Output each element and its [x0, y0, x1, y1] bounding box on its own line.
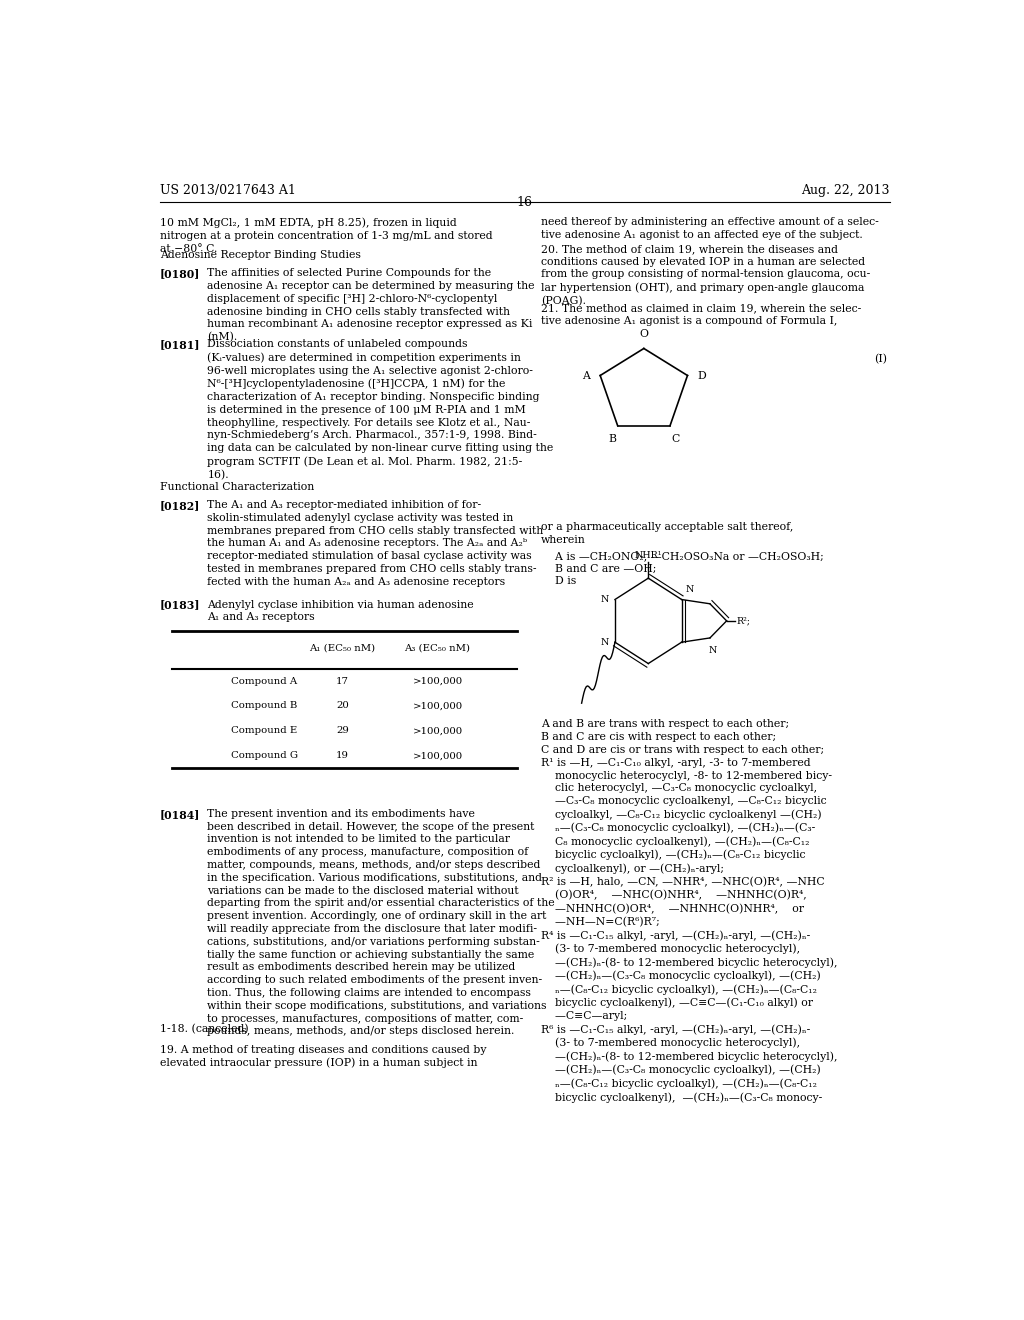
Text: >100,000: >100,000: [413, 726, 463, 735]
Text: NHR¹: NHR¹: [635, 550, 663, 560]
Text: 1-18. (canceled): 1-18. (canceled): [160, 1024, 249, 1035]
Text: A is —CH₂ONO₂, —CH₂OSO₃Na or —CH₂OSO₃H;
    B and C are —OH;
    D is: A is —CH₂ONO₂, —CH₂OSO₃Na or —CH₂OSO₃H; …: [541, 550, 823, 586]
Text: Compound G: Compound G: [231, 751, 298, 760]
Text: N: N: [600, 595, 608, 605]
Text: 10 mM MgCl₂, 1 mM EDTA, pH 8.25), frozen in liquid
nitrogen at a protein concent: 10 mM MgCl₂, 1 mM EDTA, pH 8.25), frozen…: [160, 218, 493, 253]
Text: A: A: [582, 371, 590, 380]
Text: C: C: [671, 434, 679, 444]
Text: 17: 17: [336, 677, 349, 685]
Text: A₃ (EC₅₀ nM): A₃ (EC₅₀ nM): [404, 643, 470, 652]
Text: [0182]: [0182]: [160, 500, 200, 511]
Text: [0180]: [0180]: [160, 268, 200, 279]
Text: Aug. 22, 2013: Aug. 22, 2013: [802, 183, 890, 197]
Text: Compound E: Compound E: [231, 726, 297, 735]
Text: O: O: [639, 329, 648, 339]
Text: B: B: [608, 434, 616, 444]
Text: 19. A method of treating diseases and conditions caused by
elevated intraocular : 19. A method of treating diseases and co…: [160, 1044, 486, 1068]
Text: The affinities of selected Purine Compounds for the
adenosine A₁ receptor can be: The affinities of selected Purine Compou…: [207, 268, 535, 343]
Text: 21. The method as claimed in claim 19, wherein the selec-
tive adenosine A₁ agon: 21. The method as claimed in claim 19, w…: [541, 302, 861, 326]
Text: N: N: [600, 638, 608, 647]
Text: The A₁ and A₃ receptor-mediated inhibition of for-
skolin-stimulated adenylyl cy: The A₁ and A₃ receptor-mediated inhibiti…: [207, 500, 544, 586]
Text: 29: 29: [336, 726, 348, 735]
Text: or a pharmaceutically acceptable salt thereof,
wherein: or a pharmaceutically acceptable salt th…: [541, 523, 793, 545]
Text: N: N: [686, 586, 694, 594]
Text: 19: 19: [336, 751, 349, 760]
Text: [0184]: [0184]: [160, 809, 200, 820]
Text: R²;: R²;: [736, 616, 751, 626]
Text: >100,000: >100,000: [413, 677, 463, 685]
Text: Adenylyl cyclase inhibition via human adenosine
A₁ and A₃ receptors: Adenylyl cyclase inhibition via human ad…: [207, 599, 474, 622]
Text: A and B are trans with respect to each other;
B and C are cis with respect to ea: A and B are trans with respect to each o…: [541, 719, 838, 1102]
Text: 20: 20: [336, 701, 348, 710]
Text: N: N: [709, 645, 717, 655]
Text: Functional Characterization: Functional Characterization: [160, 482, 314, 491]
Text: [0181]: [0181]: [160, 339, 201, 350]
Text: A₁ (EC₅₀ nM): A₁ (EC₅₀ nM): [309, 643, 376, 652]
Text: Dissociation constants of unlabeled compounds
(Kᵢ-values) are determined in comp: Dissociation constants of unlabeled comp…: [207, 339, 554, 480]
Text: 16: 16: [517, 195, 532, 209]
Text: >100,000: >100,000: [413, 701, 463, 710]
Text: The present invention and its embodiments have
been described in detail. However: The present invention and its embodiment…: [207, 809, 555, 1036]
Text: (I): (I): [873, 354, 887, 364]
Text: D: D: [697, 371, 707, 380]
Text: Compound B: Compound B: [231, 701, 297, 710]
Text: >100,000: >100,000: [413, 751, 463, 760]
Text: Adenosine Receptor Binding Studies: Adenosine Receptor Binding Studies: [160, 249, 360, 260]
Text: 20. The method of claim 19, wherein the diseases and
conditions caused by elevat: 20. The method of claim 19, wherein the …: [541, 244, 870, 306]
Text: US 2013/0217643 A1: US 2013/0217643 A1: [160, 183, 296, 197]
Text: Compound A: Compound A: [231, 677, 297, 685]
Text: need thereof by administering an effective amount of a selec-
tive adenosine A₁ : need thereof by administering an effecti…: [541, 218, 879, 240]
Text: [0183]: [0183]: [160, 599, 201, 611]
